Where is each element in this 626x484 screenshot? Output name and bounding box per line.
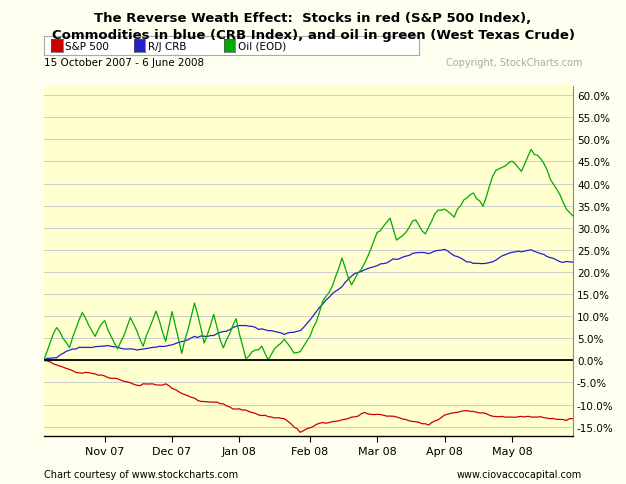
Text: S&P 500: S&P 500 <box>65 42 109 51</box>
Text: Chart courtesy of www.stockcharts.com: Chart courtesy of www.stockcharts.com <box>44 469 238 479</box>
Text: Oil (EOD): Oil (EOD) <box>238 42 286 51</box>
Text: Commodities in blue (CRB Index), and oil in green (West Texas Crude): Commodities in blue (CRB Index), and oil… <box>51 29 575 42</box>
Text: Copyright, StockCharts.com: Copyright, StockCharts.com <box>446 58 582 68</box>
Text: R/J CRB: R/J CRB <box>148 42 187 51</box>
Text: The Reverse Weath Effect:  Stocks in red (S&P 500 Index),: The Reverse Weath Effect: Stocks in red … <box>95 12 531 25</box>
Text: www.ciovaccocapital.com: www.ciovaccocapital.com <box>457 469 582 479</box>
Text: 15 October 2007 - 6 June 2008: 15 October 2007 - 6 June 2008 <box>44 58 204 68</box>
